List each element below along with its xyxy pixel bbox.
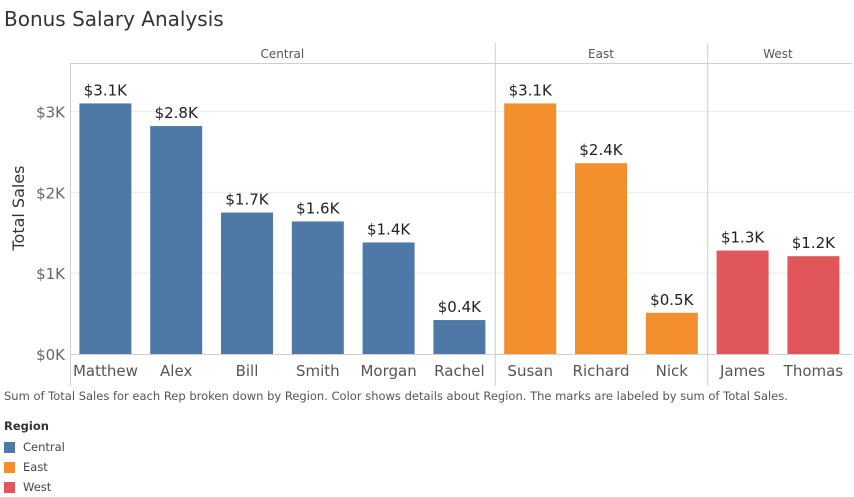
x-tick-label: Morgan bbox=[360, 362, 416, 380]
panel-header-east: East bbox=[588, 47, 614, 61]
x-tick-label: Nick bbox=[656, 362, 689, 380]
bar-smith bbox=[291, 221, 344, 354]
y-tick-label: $1K bbox=[36, 265, 66, 283]
panel-header-west: West bbox=[763, 47, 793, 61]
bar-thomas bbox=[787, 256, 840, 354]
x-tick-label: Alex bbox=[160, 362, 192, 380]
chart-title: Bonus Salary Analysis bbox=[4, 7, 224, 31]
data-label: $3.1K bbox=[509, 81, 553, 99]
x-tick-label: Rachel bbox=[434, 362, 484, 380]
x-tick-label: Richard bbox=[573, 362, 630, 380]
legend-label-central: Central bbox=[23, 440, 65, 454]
bar-nick bbox=[645, 312, 698, 354]
data-label: $1.6K bbox=[296, 199, 340, 217]
legend-swatch-west bbox=[4, 481, 15, 493]
bar-alex bbox=[150, 126, 203, 354]
bar-richard bbox=[575, 163, 627, 354]
data-label: $2.4K bbox=[579, 141, 623, 159]
bar-bill bbox=[221, 212, 273, 354]
legend-item-east[interactable]: East bbox=[4, 457, 65, 477]
y-axis-title: Total Sales bbox=[9, 165, 28, 251]
legend-title: Region bbox=[4, 419, 49, 433]
x-tick-label: Bill bbox=[236, 362, 259, 380]
bar-chart: $0K $1K $2K $3K Total Sales Central $3.1K Matth… bbox=[9, 43, 852, 386]
bar-rachel bbox=[433, 320, 486, 354]
chart-caption: Sum of Total Sales for each Rep broken d… bbox=[4, 389, 788, 403]
legend-item-west[interactable]: West bbox=[4, 477, 65, 497]
data-label: $0.5K bbox=[650, 291, 694, 309]
legend-swatch-east bbox=[4, 461, 15, 473]
bar-morgan bbox=[362, 242, 415, 354]
bar-susan bbox=[504, 103, 557, 355]
bar-matthew bbox=[79, 103, 132, 355]
bar-james bbox=[716, 250, 769, 354]
data-label: $1.7K bbox=[225, 191, 269, 209]
data-label: $1.3K bbox=[721, 229, 765, 247]
x-tick-label: Susan bbox=[507, 362, 553, 380]
data-label: $0.4K bbox=[438, 298, 482, 316]
x-tick-label: Matthew bbox=[73, 362, 138, 380]
x-tick-label: Thomas bbox=[783, 362, 844, 380]
legend-label-east: East bbox=[23, 460, 48, 474]
legend-label-west: West bbox=[23, 480, 52, 494]
legend-swatch-central bbox=[4, 441, 15, 453]
x-tick-label: James bbox=[719, 362, 765, 380]
legend-item-central[interactable]: Central bbox=[4, 437, 65, 457]
x-tick-label: Smith bbox=[296, 362, 340, 380]
data-label: $1.4K bbox=[367, 220, 411, 238]
y-tick-label: $0K bbox=[36, 346, 66, 364]
panel-header-central: Central bbox=[261, 47, 305, 61]
data-label: $3.1K bbox=[84, 81, 128, 99]
legend: Region Central East West bbox=[4, 419, 65, 497]
data-label: $2.8K bbox=[155, 104, 199, 122]
data-label: $1.2K bbox=[792, 234, 836, 252]
y-tick-label: $2K bbox=[36, 184, 66, 202]
y-tick-label: $3K bbox=[36, 104, 66, 122]
